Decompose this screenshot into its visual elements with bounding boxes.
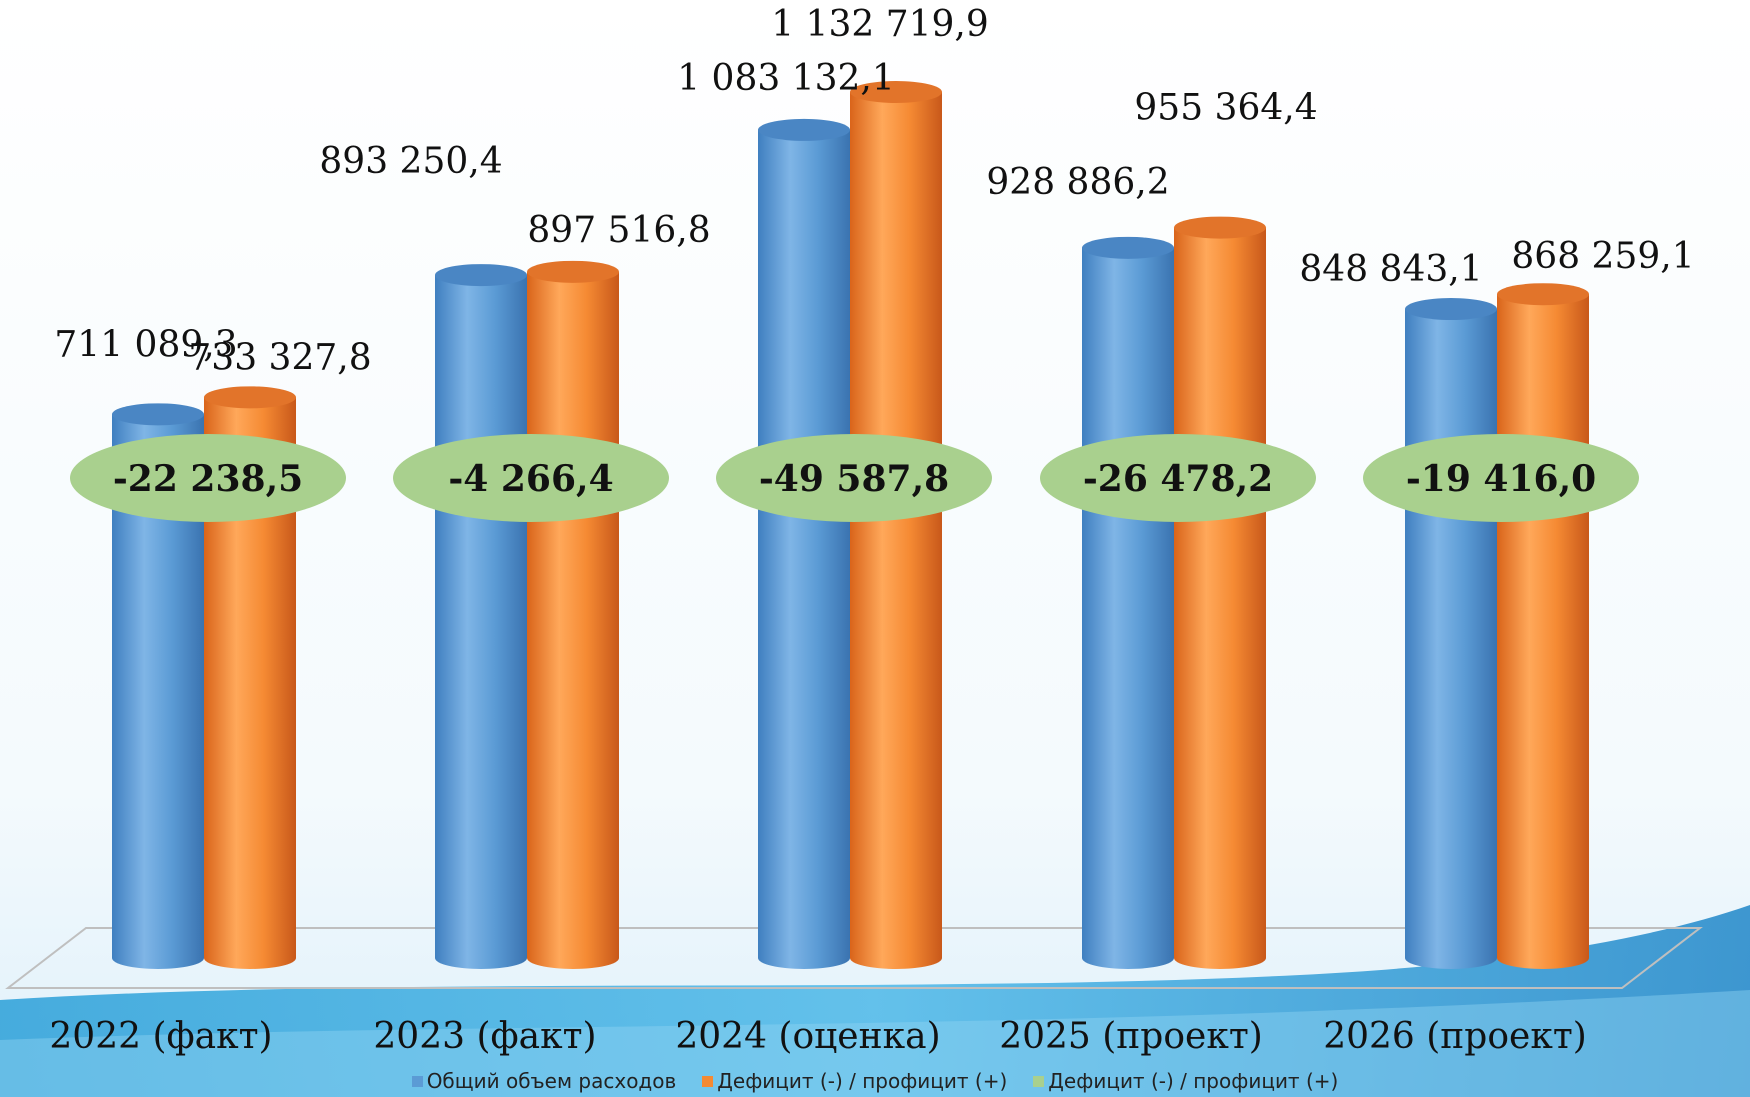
- decorative-wave-light: [0, 990, 1750, 1097]
- bar-value-label: 711 089,3: [54, 324, 237, 365]
- legend-item-expenses: Общий объем расходов: [411, 1069, 677, 1093]
- bar-body: [1405, 309, 1497, 970]
- legend-item-deficit: Дефицит (-) / профицит (+): [702, 1069, 1007, 1093]
- floor-plane: [5, 927, 1703, 989]
- category-label: 2023 (факт): [373, 1016, 596, 1057]
- bar-top: [758, 118, 850, 141]
- decorative-wave: [0, 905, 1750, 1097]
- bar-body: [435, 275, 527, 969]
- bar-top: [435, 264, 527, 287]
- deficit-ellipse: [70, 434, 346, 522]
- deficit-ellipse: [1040, 434, 1316, 522]
- bar-value-label: 1 083 132,1: [677, 58, 895, 99]
- bar-top: [1405, 298, 1497, 321]
- bar-top: [1497, 283, 1589, 306]
- bar-expenses-1: [112, 403, 204, 969]
- bar-expenses-3: [758, 118, 850, 969]
- legend-label: Общий объем расходов: [426, 1069, 677, 1093]
- deficit-ellipse: [393, 434, 669, 522]
- bar-body: [112, 414, 204, 969]
- bar-deficit-3: [850, 81, 942, 969]
- chart-floor: [5, 927, 1703, 989]
- deficit-value-label: -49 587,8: [759, 458, 949, 500]
- bar-value-label: 955 364,4: [1134, 88, 1317, 129]
- category-labels-group: 2022 (факт) 2023 (факт) 2024 (оценка) 2025 …: [49, 1016, 1586, 1057]
- deficit-value-label: -22 238,5: [113, 458, 303, 500]
- bar-body: [527, 271, 619, 969]
- bar-deficit-1: [204, 386, 296, 969]
- deficit-ellipse: [716, 434, 992, 522]
- category-label: 2026 (проект): [1323, 1016, 1587, 1057]
- bar-value-label: 928 886,2: [986, 162, 1169, 203]
- bar-value-label: 733 327,8: [188, 337, 371, 378]
- category-label: 2022 (факт): [49, 1016, 272, 1057]
- bar-top: [1082, 236, 1174, 259]
- bar-top: [527, 260, 619, 283]
- legend-label: Дефицит (-) / профицит (+): [1048, 1069, 1339, 1093]
- bar-body: [1174, 227, 1266, 969]
- deficit-ellipse: [1363, 434, 1639, 522]
- bar-value-label: 893 250,4: [319, 141, 502, 182]
- bar-value-label: 868 259,1: [1511, 236, 1694, 277]
- category-label: 2025 (проект): [999, 1016, 1263, 1057]
- category-label: 2024 (оценка): [675, 1016, 940, 1057]
- bar-body: [1082, 247, 1174, 969]
- deficit-labels-group: -22 238,5 -4 266,4 -49 587,8 -26 478,2 -19 4…: [70, 434, 1639, 522]
- bar-top: [112, 403, 204, 426]
- bar-top: [850, 81, 942, 103]
- bar-expenses-2: [435, 264, 527, 969]
- deficit-value-label: -4 266,4: [448, 458, 613, 500]
- bar-deficit-2: [527, 260, 619, 969]
- deficit-value-label: -26 478,2: [1083, 458, 1273, 500]
- bar-body: [758, 129, 850, 969]
- bar-value-label: 848 843,1: [1299, 249, 1482, 290]
- deficit-value-label: -19 416,0: [1406, 458, 1596, 500]
- bar-expenses-4: [1082, 236, 1174, 969]
- bar-body: [204, 397, 296, 969]
- bar-top: [204, 386, 296, 409]
- bar-deficit-4: [1174, 216, 1266, 969]
- legend-swatch-orange: [702, 1075, 714, 1087]
- legend-item-deficit-ellipse: Дефицит (-) / профицит (+): [1033, 1069, 1338, 1093]
- bar-expenses-5: [1405, 298, 1497, 970]
- legend-swatch-green: [1033, 1075, 1045, 1087]
- bar-top: [1174, 216, 1266, 239]
- bar-body: [850, 92, 942, 969]
- bar-value-label: 1 132 719,9: [771, 4, 989, 45]
- bar-body: [1497, 294, 1589, 969]
- legend-label: Дефицит (-) / профицит (+): [717, 1069, 1008, 1093]
- bar-deficit-5: [1497, 283, 1589, 969]
- legend-swatch-blue: [411, 1075, 423, 1087]
- legend: Общий объем расходов Дефицит (-) / профи…: [0, 1066, 1750, 1096]
- bar-value-label: 897 516,8: [527, 210, 710, 251]
